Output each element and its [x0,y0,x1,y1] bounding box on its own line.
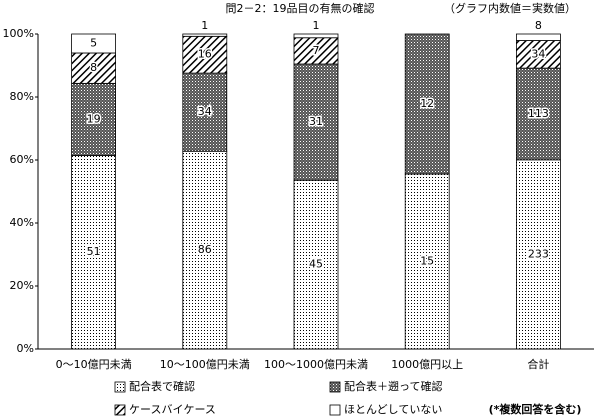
legend-label: 配合表＋遡って確認 [344,379,442,393]
bar-segment [293,33,339,39]
bar-segment [404,33,450,175]
bar-segment [71,52,116,84]
bar-segment [71,155,116,350]
data-label: 34 [198,105,212,118]
y-tick-label: 40% [10,216,34,229]
bar-segment [516,67,561,161]
y-tick-label: 0% [17,342,34,355]
bar-segment [293,63,339,181]
bar-segment [516,33,561,41]
legend-swatch [329,381,341,393]
data-label: 19 [87,112,101,125]
data-label: 51 [87,245,101,258]
legend-swatch [114,381,126,393]
y-tick-label: 80% [10,90,34,103]
legend-swatch [114,404,126,416]
data-label: 31 [309,115,323,128]
data-label: 15 [420,255,434,268]
bar-segment [182,72,228,152]
data-label: 16 [198,48,212,61]
data-label: 1 [313,19,320,32]
data-label: 233 [528,247,549,260]
data-label: 8 [535,19,542,32]
bar-segment [71,33,116,54]
y-tick-label: 20% [10,279,34,292]
data-label: 1 [201,19,208,32]
bar-segment [516,159,561,350]
bar-segment [182,150,228,350]
bar-segment [404,173,450,350]
legend-label: ほとんどしていない [344,403,442,416]
bar-segment [71,82,116,156]
x-tick-label: 合計 [527,357,549,371]
x-tick-label: 10～100億円未満 [160,358,250,371]
data-label: 86 [198,243,212,256]
data-label: 5 [90,36,97,49]
bar-segment [182,33,228,37]
data-label: 12 [420,97,434,110]
y-tick-label: 60% [10,153,34,166]
data-label: 113 [528,107,549,120]
x-tick-label: 0～10億円未満 [56,358,132,371]
chart-subtitle: （グラフ内数値＝実数値） [444,1,576,15]
legend-label: ケースバイケース [129,403,216,416]
chart-title: 問2－2：19品目の有無の確認 [226,1,375,15]
legend-swatch [329,404,341,416]
data-label: 8 [90,61,97,74]
x-tick-label: 100～1000億円未満 [264,358,368,371]
data-label: 7 [313,44,320,57]
y-tick-label: 100% [3,27,34,40]
x-tick-label: 1000億円以上 [391,358,463,371]
data-label: 45 [309,258,323,271]
data-label: 34 [531,47,545,60]
footnote: (*複数回答を含む) [489,402,582,416]
legend-label: 配合表で確認 [129,379,195,393]
